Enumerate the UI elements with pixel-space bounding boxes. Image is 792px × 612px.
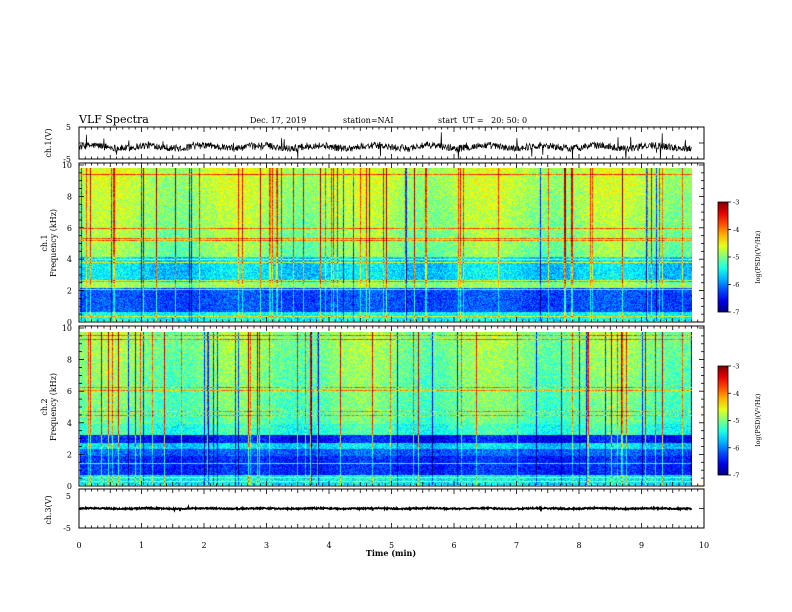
ch2-frequency-label: Frequency (kHz) (49, 373, 58, 441)
ch3-waveform-ticks (78, 488, 705, 529)
time-axis-tick: 3 (264, 541, 269, 550)
colorbar-tick-label: -5 (733, 254, 739, 262)
ch1-spectrogram-panel: 0 2 4 6 8 10 ch.1 Frequency (kHz) (40, 161, 705, 327)
ch2-spec-time-ticks (78, 326, 705, 486)
frequency-tick-label: 10 (62, 324, 72, 333)
time-axis-tick-labels: 0 1 2 3 4 5 6 7 8 9 10 (76, 541, 709, 550)
ch1-frequency-label: Frequency (kHz) (49, 209, 58, 277)
ch2-colorbar: -3 -4 -5 -6 -7 log(PSD)(V²/Hz) (717, 363, 762, 480)
colorbar-tick-label: -5 (733, 417, 739, 425)
colorbar-tick-label: -7 (733, 472, 739, 480)
ch2-frequency-ticks: 0 2 4 6 8 10 (62, 324, 704, 491)
ch1-colorbar-ticks: -3 -4 -5 -6 -7 (728, 199, 739, 317)
frequency-tick-label: 8 (67, 192, 72, 201)
ch1-waveform-ticks (78, 126, 705, 160)
ch1-frequency-ticks: 0 2 4 6 8 10 (62, 161, 704, 327)
ch3-waveform-panel: 5 -5 ch.3(V) (44, 488, 705, 533)
frequency-tick-label: 10 (62, 161, 72, 170)
ch1-spec-label: ch.1 (40, 234, 49, 251)
figure-title: VLF Spectra (78, 113, 149, 126)
time-axis-tick: 6 (451, 541, 456, 550)
time-axis-tick: 7 (514, 541, 519, 550)
ch1-ylabel: ch.1(V) (44, 128, 53, 157)
station-label: station=NAI (343, 116, 393, 125)
time-axis-label: Time (min) (366, 548, 416, 558)
ch2-spectrogram-panel: 0 2 4 6 8 10 ch.2 Frequency (kHz) (40, 324, 705, 491)
colorbar-tick-label: -6 (733, 281, 739, 289)
colorbar-tick-label: -6 (733, 444, 739, 452)
ch3-ytick-bottom: -5 (63, 524, 71, 533)
time-axis-tick: 1 (139, 541, 144, 550)
ch1-spec-time-ticks (78, 163, 705, 322)
ch2-colorbar-bar (717, 365, 729, 476)
start-time-label: start UT = 20: 50: 0 (438, 116, 527, 125)
time-axis-tick: 5 (389, 541, 394, 550)
frequency-tick-label: 8 (67, 356, 72, 365)
ch1-colorbar: -3 -4 -5 -6 -7 log(PSD)(V²/Hz) (717, 199, 762, 317)
ch1-spectrogram-image (80, 168, 692, 321)
frequency-tick-label: 4 (67, 255, 72, 264)
ch1-ytick-bottom: -5 (63, 155, 71, 164)
ch1-colorbar-label: log(PSD)(V²/Hz) (754, 230, 762, 283)
frequency-tick-label: 6 (67, 387, 72, 396)
frequency-tick-label: 4 (67, 419, 72, 428)
colorbar-tick-label: -3 (733, 199, 739, 207)
ch1-waveform-panel: 5 -5 ch.1(V) (44, 123, 705, 164)
frequency-tick-label: 0 (67, 318, 72, 327)
time-axis-tick: 2 (201, 541, 206, 550)
frequency-tick-label: 2 (67, 287, 72, 296)
ch2-colorbar-ticks: -3 -4 -5 -6 -7 (728, 363, 739, 480)
frequency-tick-label: 2 (67, 450, 72, 459)
time-axis-tick: 10 (699, 541, 709, 550)
frequency-tick-label: 0 (67, 482, 72, 491)
time-axis-tick: 0 (76, 541, 81, 550)
ch3-ylabel: ch.3(V) (44, 495, 53, 524)
ch3-ytick-top: 5 (66, 492, 71, 501)
colorbar-tick-label: -7 (733, 309, 739, 317)
frequency-tick-label: 6 (67, 224, 72, 233)
ch1-waveform-line (78, 132, 692, 160)
colorbar-tick-label: -3 (733, 363, 739, 371)
time-axis-tick: 9 (639, 541, 644, 550)
ch3-waveform-line (78, 504, 693, 513)
ch1-colorbar-bar (717, 201, 729, 313)
ch1-ytick-top: 5 (66, 123, 71, 132)
ch2-spec-label: ch.2 (40, 398, 49, 415)
colorbar-tick-label: -4 (733, 390, 739, 398)
ch2-spectrogram-image (80, 332, 692, 485)
colorbar-tick-label: -4 (733, 226, 739, 234)
date-label: Dec. 17, 2019 (250, 116, 306, 125)
time-axis-tick: 8 (576, 541, 581, 550)
time-axis-tick: 4 (326, 541, 331, 550)
ch2-colorbar-label: log(PSD)(V²/Hz) (754, 393, 762, 446)
